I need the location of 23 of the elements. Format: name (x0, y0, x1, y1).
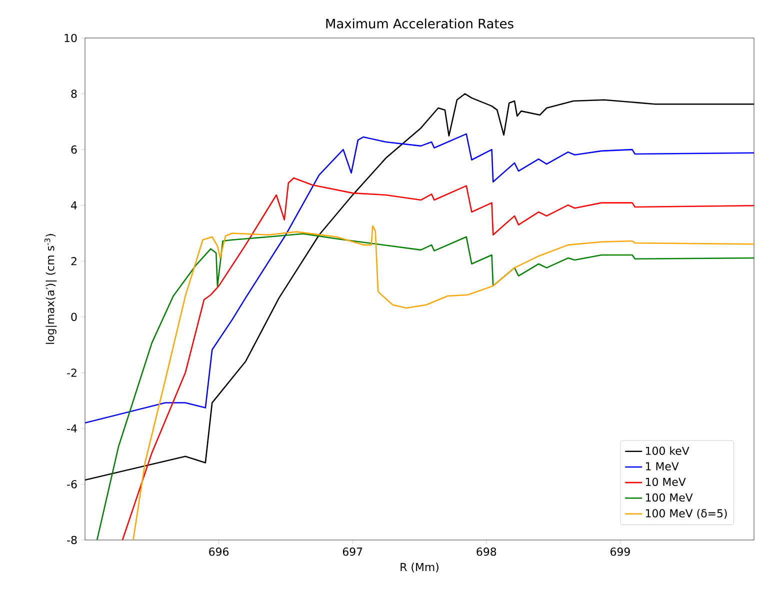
y-tick-label: 10 (64, 34, 77, 42)
y-axis-title: log|max(a′)| (cm s$^{-3}$) (44, 234, 57, 344)
y-tick-label: -8 (67, 536, 77, 544)
x-axis-title: R (Mm) (400, 562, 438, 572)
y-tick-label: -4 (67, 424, 77, 432)
x-tick-label: 696 (209, 548, 229, 556)
legend-label: 1 MeV (646, 462, 679, 470)
y-tick-label: 0 (71, 312, 77, 322)
x-tick-label: 697 (342, 548, 362, 556)
y-tick-label: -2 (67, 368, 76, 377)
y-tick-label: 4 (71, 201, 77, 210)
legend-label: 100 keV (646, 446, 690, 455)
y-tick-label: 2 (71, 257, 76, 266)
line-series (85, 133, 754, 424)
legend-label: 100 MeV (646, 493, 693, 502)
legend-label: 10 MeV (646, 478, 686, 486)
x-tick-label: 699 (610, 548, 630, 556)
chart-title: Maximum Acceleration Rates (326, 18, 514, 28)
y-tick-label: 6 (71, 145, 77, 154)
x-tick-label: 698 (476, 548, 496, 556)
y-tick-label: -6 (67, 480, 77, 488)
y-tick-label: 8 (71, 90, 77, 98)
legend-label: 100 MeV (δ=5) (646, 508, 727, 519)
